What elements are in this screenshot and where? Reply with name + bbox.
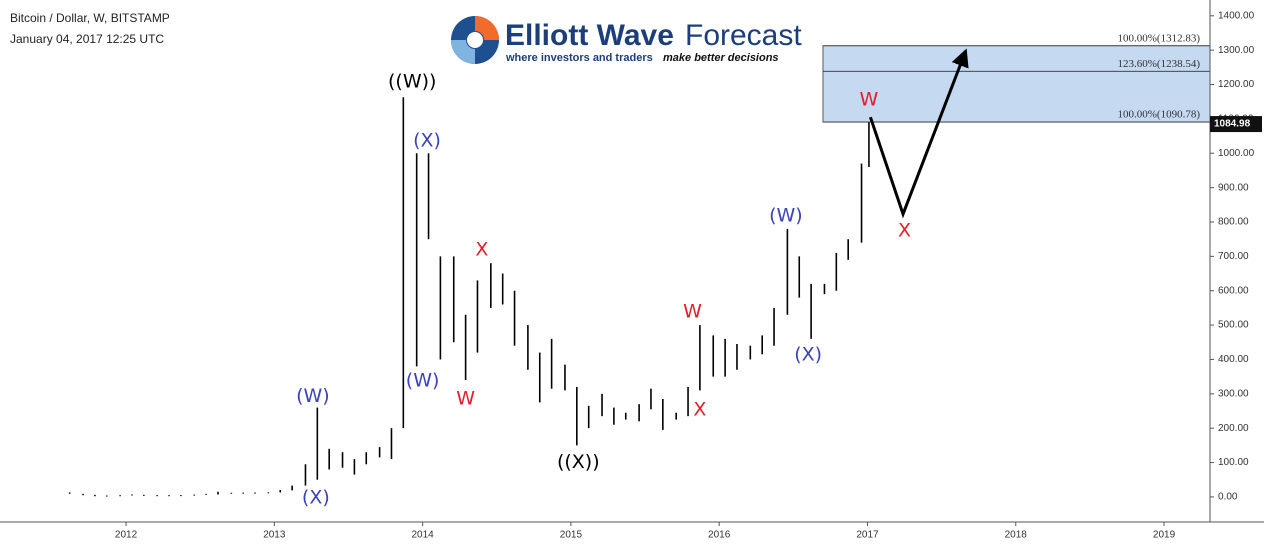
wave-label: X [475, 239, 488, 261]
wave-label: W [860, 89, 879, 111]
fib-label: 100.00%(1090.78) [1118, 109, 1201, 121]
wave-label: (W) [406, 370, 440, 392]
wave-label: ((W)) [388, 71, 436, 93]
wave-label: W [683, 301, 702, 323]
fib-zone [822, 45, 1211, 123]
y-tick-label: 300.00 [1218, 388, 1249, 399]
last-price-tag [1210, 116, 1262, 133]
y-tick-label: 0.00 [1218, 492, 1238, 503]
wave-label: X [898, 219, 911, 241]
wave-label: (W) [296, 385, 330, 407]
wave-label: (X) [302, 486, 330, 508]
fib-label: 100.00%(1312.83) [1118, 32, 1201, 44]
x-tick-label: 2018 [1005, 530, 1028, 541]
chart-title: Bitcoin / Dollar, W, BITSTAMP [10, 11, 170, 25]
wave-label: W [456, 387, 475, 409]
y-tick-label: 100.00 [1218, 457, 1249, 468]
x-tick-label: 2019 [1153, 530, 1176, 541]
brand-tagline: where investors and traders [505, 52, 653, 64]
x-tick-label: 2015 [560, 530, 583, 541]
chart-subtitle: January 04, 2017 12:25 UTC [10, 32, 164, 46]
wave-label: X [693, 398, 706, 420]
projection-path [869, 48, 969, 219]
y-tick-label: 800.00 [1218, 217, 1249, 228]
wave-label: ((X)) [557, 451, 600, 473]
wave-label: (W) [769, 205, 803, 227]
x-tick-label: 2017 [856, 530, 879, 541]
y-tick-label: 500.00 [1218, 320, 1249, 331]
fib-label: 123.60%(1238.54) [1118, 58, 1201, 70]
brand-name: Elliott Wave [505, 19, 674, 52]
wave-label: (X) [413, 129, 441, 151]
y-tick-label: 200.00 [1218, 423, 1249, 434]
y-tick-label: 1400.00 [1218, 10, 1255, 21]
x-tick-label: 2014 [411, 530, 434, 541]
y-tick-label: 700.00 [1218, 251, 1249, 262]
y-tick-label: 1000.00 [1218, 148, 1255, 159]
y-tick-label: 1300.00 [1218, 45, 1255, 56]
brand-tagline-emphasis: make better decisions [663, 52, 779, 64]
y-tick-label: 1200.00 [1218, 79, 1255, 90]
y-tick-label: 900.00 [1218, 182, 1249, 193]
wave-label: (X) [794, 343, 822, 365]
logo: Elliott Wave Forecast where investors an… [451, 16, 802, 64]
x-tick-label: 2016 [708, 530, 731, 541]
y-tick-label: 400.00 [1218, 354, 1249, 365]
y-tick-label: 600.00 [1218, 285, 1249, 296]
x-tick-label: 2013 [263, 530, 286, 541]
brand-name-light: Forecast [685, 19, 802, 52]
last-price-label: 1084.98 [1214, 119, 1251, 130]
x-tick-label: 2012 [115, 530, 138, 541]
